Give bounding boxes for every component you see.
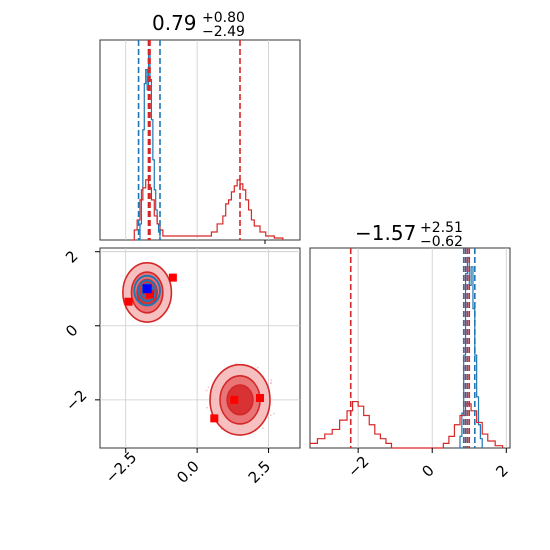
marginal-x1-frame — [99, 39, 301, 241]
sample-point — [256, 366, 259, 369]
marginal-x1-title: 0.79 — [152, 11, 197, 35]
x-tick-label: −2 — [344, 452, 372, 480]
red-marker — [146, 290, 154, 299]
red-marker — [168, 273, 177, 282]
x-tick-label: 2.5 — [245, 457, 275, 487]
sample-point — [270, 381, 273, 384]
x-tick-label: 2 — [492, 461, 511, 480]
y-tick-label: 0 — [62, 321, 81, 340]
red-marker — [230, 395, 239, 404]
joint-panel: −2.5 0.0 2.5 −2 0 2 — [62, 247, 301, 487]
marginal-x1-title-sup: +0.80 — [202, 10, 245, 26]
marginal-x2-title-sub: −0.62 — [420, 234, 463, 250]
x-tick-label: 0 — [418, 461, 437, 480]
density-contour — [133, 274, 161, 307]
x-tick-label: −2.5 — [102, 448, 140, 486]
density-contour — [226, 384, 254, 416]
sample-point — [206, 406, 208, 409]
histogram-step — [458, 256, 483, 449]
sample-point — [262, 427, 264, 430]
marginal-x1-title-sub: −2.49 — [202, 24, 245, 40]
marginal-x1-panel: 0.79 +0.80 −2.49 — [99, 10, 301, 244]
marginal-x2-frame — [309, 247, 511, 449]
red-marker — [124, 297, 133, 306]
blue-marker — [142, 284, 152, 294]
sample-point — [269, 414, 272, 416]
sample-point — [207, 386, 210, 389]
marginal-x2-title: −1.57 — [355, 221, 416, 245]
x-tick-label: 0.0 — [173, 457, 203, 487]
red-marker — [210, 414, 219, 423]
histogram-step — [131, 179, 284, 241]
sample-point — [273, 412, 275, 415]
sample-point — [205, 389, 208, 392]
y-tick-label: 2 — [62, 247, 81, 266]
red-marker — [256, 394, 264, 402]
y-tick-label: −2 — [62, 386, 90, 414]
density-contour — [137, 279, 157, 302]
marginal-x2-panel: −1.57 +2.51 −0.62 −2 0 2 — [309, 220, 512, 481]
marginal-x2-title-sup: +2.51 — [420, 220, 463, 236]
sample-point — [270, 379, 273, 382]
histogram-step — [310, 400, 504, 449]
